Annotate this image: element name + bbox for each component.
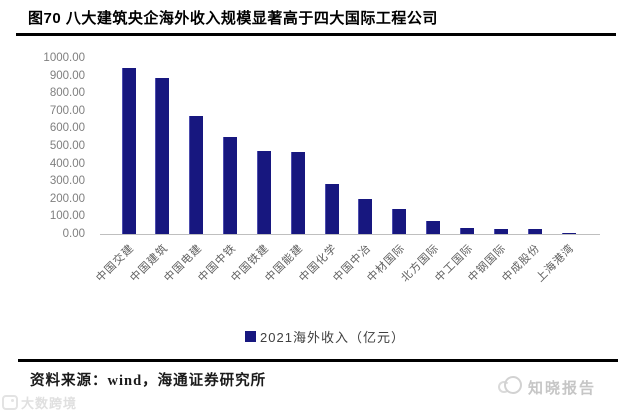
bar-中成股份 xyxy=(527,229,542,234)
y-tick-label: 300.00 xyxy=(49,175,85,188)
bar-中国能建 xyxy=(290,152,305,234)
watermark-zhixiao-text: 知晓报告 xyxy=(528,379,597,397)
zhixiao-logo-icon xyxy=(498,375,522,399)
bar-中国铁建 xyxy=(256,151,271,234)
y-tick-label: 100.00 xyxy=(49,210,85,223)
bar-上海港湾 xyxy=(561,232,576,234)
bar-中国建筑 xyxy=(155,78,170,234)
watermark-zhixiao: 知晓报告 xyxy=(498,375,596,399)
y-tick-label: 900.00 xyxy=(49,69,85,82)
y-tick-label: 1000.00 xyxy=(43,52,85,64)
data-source-note: 资料来源：wind，海通证券研究所 xyxy=(30,373,267,389)
bar-中国电建 xyxy=(189,116,204,234)
watermark-dashu: 大数跨境 xyxy=(2,393,77,412)
y-tick-label: 0.00 xyxy=(62,228,85,240)
title-divider xyxy=(16,33,616,36)
bar-中材国际 xyxy=(392,209,407,234)
y-tick-label: 400.00 xyxy=(49,157,85,170)
legend-swatch-icon xyxy=(245,331,257,342)
bar-中国化学 xyxy=(324,183,339,234)
figure-title: 图70 八大建筑央企海外收入规模显著高于四大国际工程公司 xyxy=(28,10,438,27)
y-tick-label: 800.00 xyxy=(49,87,85,100)
watermark-dashu-text: 大数跨境 xyxy=(21,396,78,411)
bar-中国中冶 xyxy=(358,198,373,234)
chart-legend: 2021海外收入（亿元） xyxy=(75,327,575,346)
bar-北方国际 xyxy=(426,220,441,234)
dashu-logo-icon xyxy=(2,395,18,410)
bar-中钢国际 xyxy=(493,228,508,234)
legend-label: 2021海外收入（亿元） xyxy=(260,330,405,345)
bar-中国中铁 xyxy=(223,137,238,234)
y-tick-label: 500.00 xyxy=(49,140,85,152)
y-tick-label: 200.00 xyxy=(49,192,85,205)
x-axis-line xyxy=(100,234,600,235)
plot-area xyxy=(100,58,600,234)
y-tick-label: 600.00 xyxy=(49,122,85,135)
bar-中工国际 xyxy=(460,227,474,234)
footer-divider xyxy=(18,359,618,362)
bar-中国交建 xyxy=(121,67,136,234)
y-tick-label: 700.00 xyxy=(49,104,85,117)
